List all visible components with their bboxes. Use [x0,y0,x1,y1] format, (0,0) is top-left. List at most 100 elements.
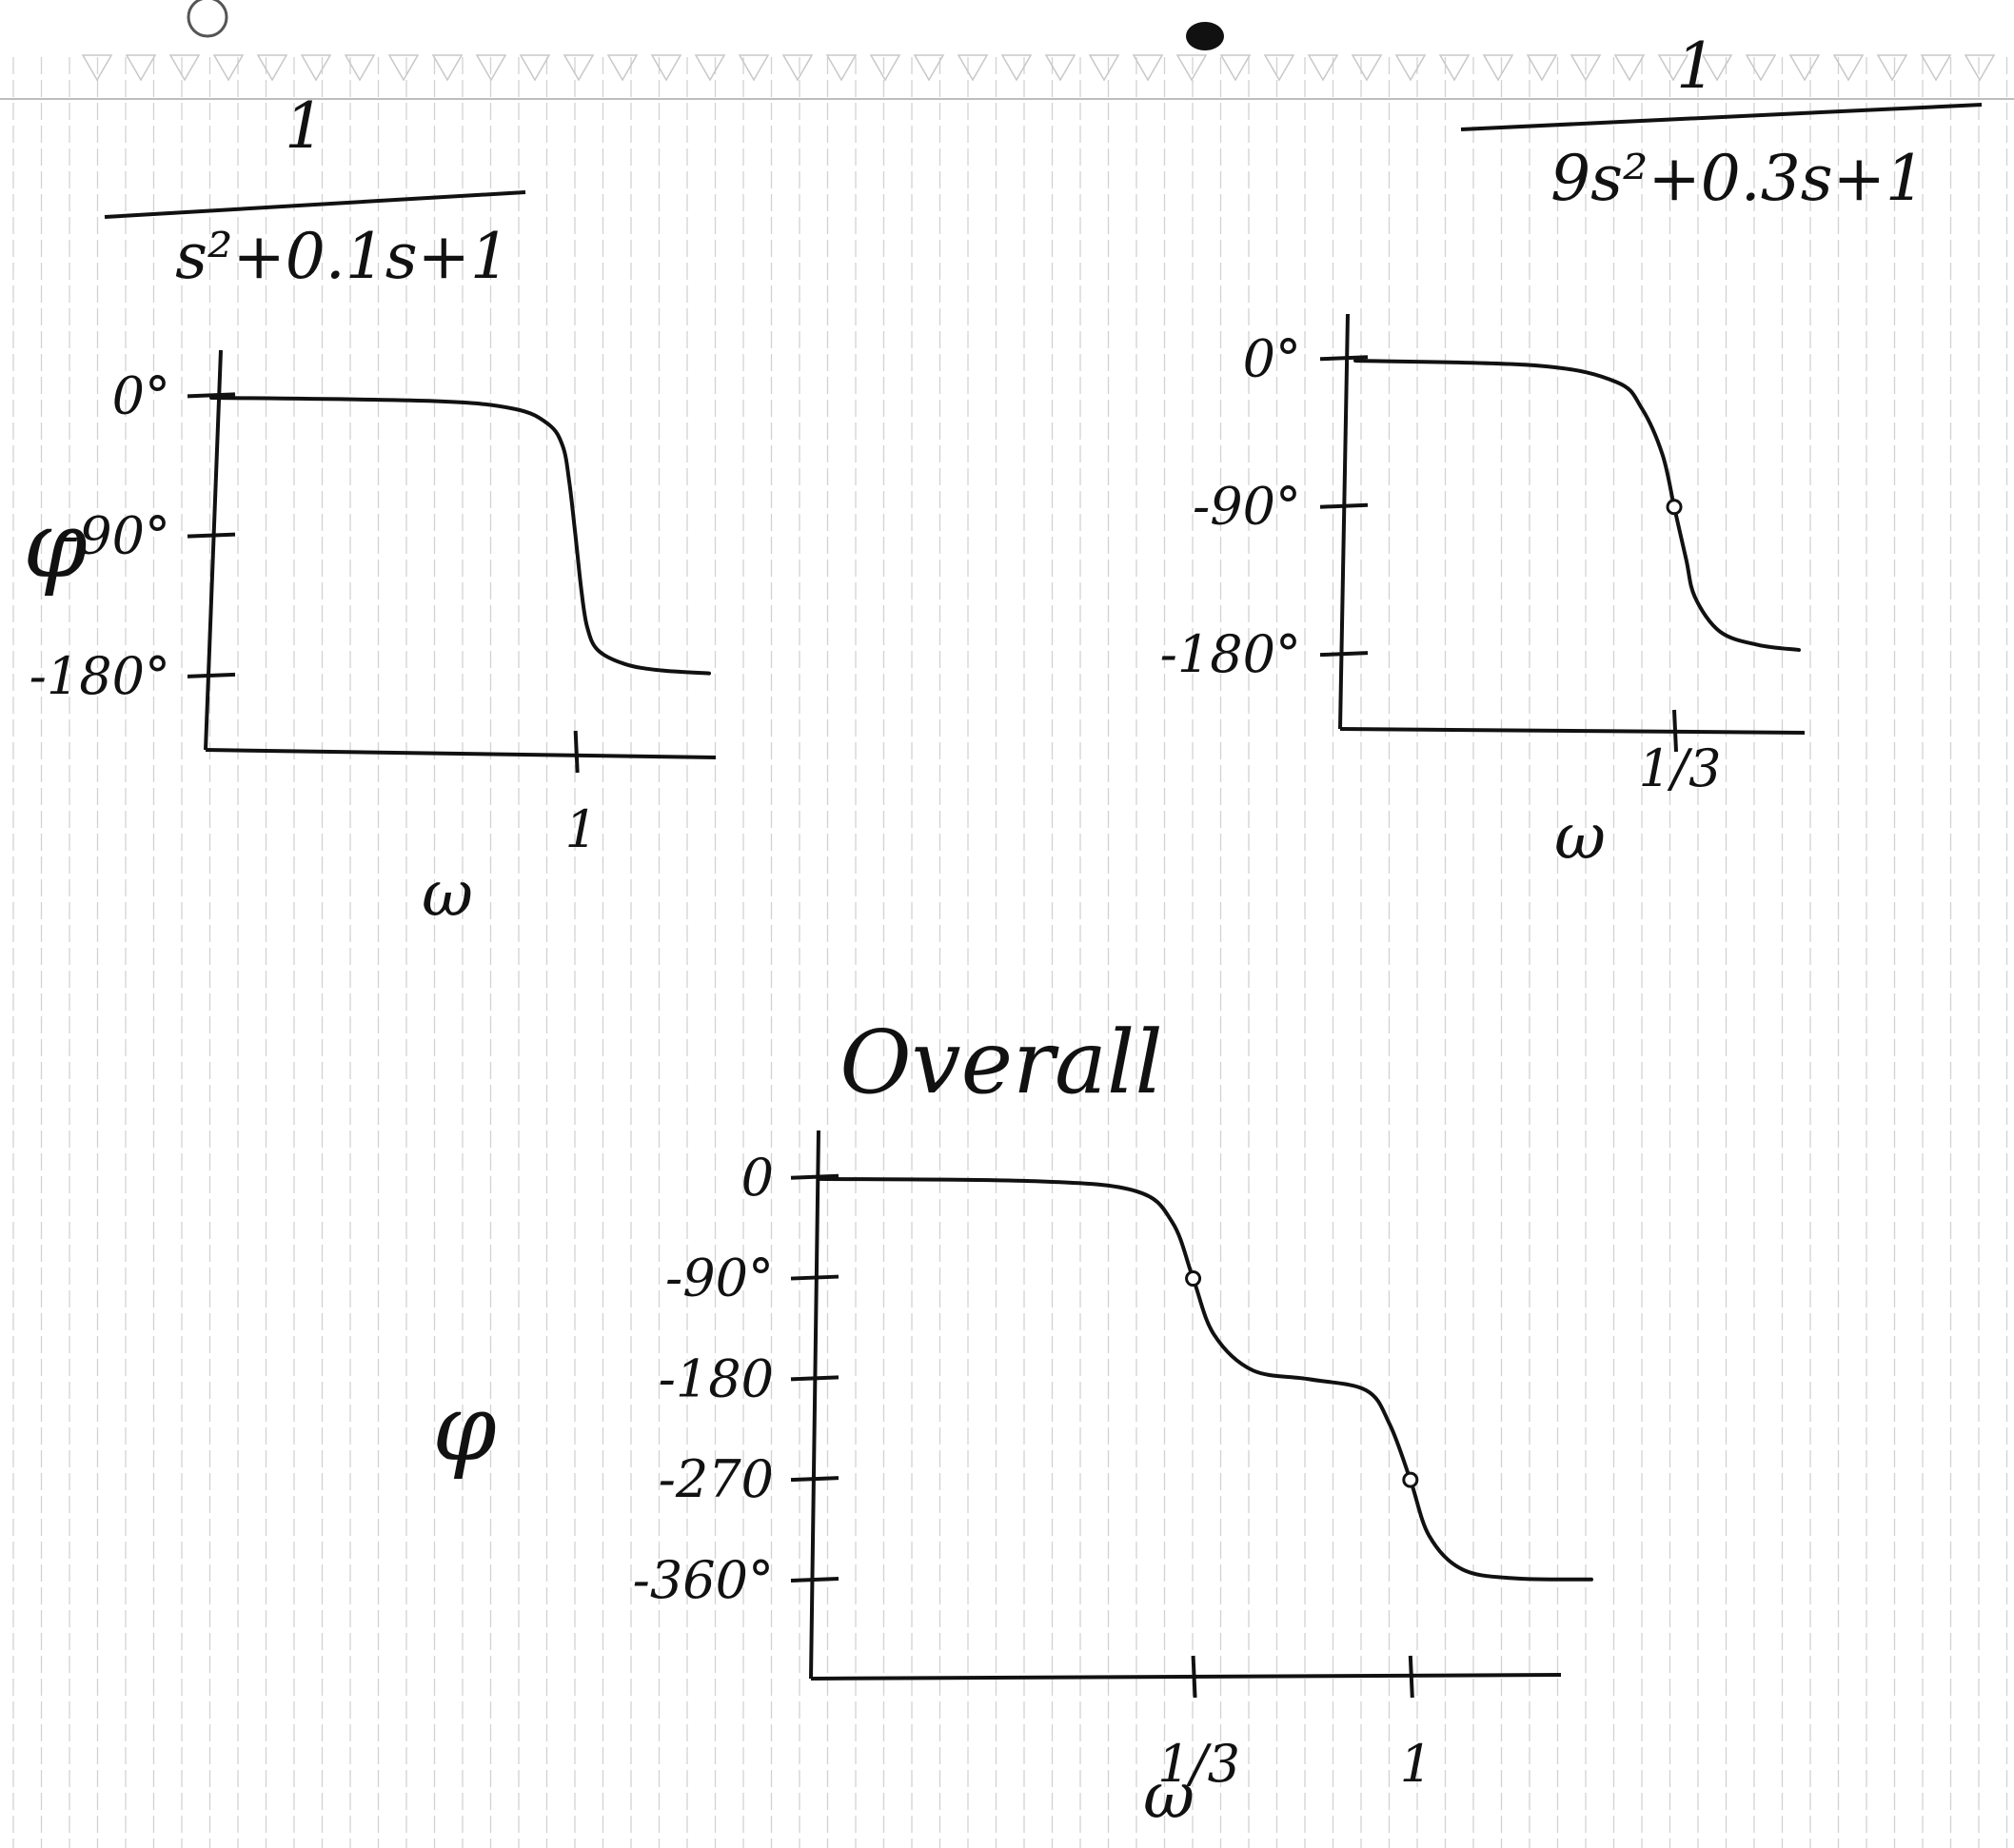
y-tick-mark [790,1576,839,1583]
x-tick-label: 1/3 [1157,1734,1240,1794]
perforation-triangle [212,54,245,82]
chart2-x-ticks: 1/3 [1639,709,1722,798]
y-tick-mark [790,1375,839,1382]
perforation-triangle [913,54,945,82]
x-tick-mark [1672,709,1679,753]
perforation-triangle [475,54,507,82]
y-tick-label: -180° [1160,624,1301,684]
corner-point-marker [1185,1270,1202,1288]
corner-point-marker [1666,499,1683,516]
chart3-y-ticks: 0 -90° -180 -270 -360° [633,1148,839,1610]
y-tick-mark [187,532,236,539]
punch-hole-right [1186,22,1224,50]
perforation-triangle [650,54,682,82]
chart2-x-axis [1339,727,1806,735]
x-tick-label: 1/3 [1639,738,1722,798]
perforation-triangle [1657,54,1689,82]
y-tick-mark [790,1274,839,1281]
tf1-fraction-bar [104,190,526,219]
chart1-y-axis-label: φ [23,492,87,599]
chart2-y-axis [1338,313,1350,730]
perforation-triangle [738,54,770,82]
y-tick-label: -180° [30,646,170,706]
perforation-triangle [168,54,201,82]
perforation-triangle [125,54,157,82]
x-tick-mark [573,730,580,774]
x-tick-label: 1 [564,799,597,859]
chart1-y-axis [204,349,223,751]
perforation-triangle [1351,54,1383,82]
punch-hole-left [187,0,228,38]
chart2-phase-curve [1353,359,1801,652]
tf2-numerator: 1 [1676,29,1716,103]
y-tick-mark [187,392,236,399]
y-tick-mark [187,672,236,678]
y-tick-label: -360° [633,1550,774,1610]
perforation-triangles [81,54,1996,82]
perforation-triangle [1964,54,1996,82]
y-tick-mark [1319,355,1369,362]
perforation-triangle [1788,54,1821,82]
perforation-triangle [431,54,464,82]
perforation-triangle [563,54,595,82]
perforation-triangle [1307,54,1339,82]
perforation-triangle [519,54,551,82]
chart1-x-ticks: 1 [564,730,598,859]
perforation-triangle [1132,54,1164,82]
y-tick-label: -180 [659,1348,774,1408]
perforation-triangle [387,54,420,82]
perforation-triangle [1263,54,1295,82]
chart3-y-axis [809,1130,820,1680]
y-tick-mark [1319,651,1369,658]
perforation-triangle [256,54,288,82]
chart3-x-axis-label: ω [1143,1760,1195,1833]
perforation-triangle [1876,54,1908,82]
phase-plot-1: 1 s²+0.1s+1 0° -90° -180° 1 φ ω [23,89,717,931]
perforation-triangle [1088,54,1120,82]
perforation-triangle [694,54,726,82]
perforation-triangle [781,54,814,82]
perforation-triangle [825,54,858,82]
x-tick-label: 1 [1400,1734,1432,1794]
tf2-fraction-bar [1460,103,1983,131]
chart3-phase-curve [817,1176,1593,1582]
y-tick-label: -270 [659,1449,774,1509]
x-tick-mark [1191,1655,1197,1699]
perforation-triangle [1920,54,1952,82]
tf1-numerator: 1 [285,89,325,163]
perforation-triangle [344,54,376,82]
chart1-y-ticks: 0° -90° -180° [30,365,236,706]
perforation-triangle [957,54,989,82]
y-tick-label: 0° [1243,328,1301,388]
y-tick-mark [790,1476,839,1483]
perforation-triangle [606,54,639,82]
perforation-triangle [869,54,901,82]
chart3-x-axis [810,1673,1562,1681]
y-tick-label: -90° [62,506,170,566]
perforation-triangle [1745,54,1777,82]
perforation-triangle [1482,54,1514,82]
perforation-triangle [1570,54,1602,82]
perforation-triangle [1526,54,1558,82]
corner-point-marker [1402,1471,1419,1488]
x-tick-mark [1408,1655,1414,1699]
y-tick-mark [790,1173,839,1180]
chart3-y-axis-label: φ [432,1375,496,1482]
chart1-x-axis [205,748,717,759]
perforation-triangle [1175,54,1208,82]
chart1-phase-curve [209,396,711,676]
perforation-triangle [1219,54,1252,82]
chart2-y-ticks: 0° -90° -180° [1160,328,1369,684]
perforation-triangle [81,54,113,82]
tf1-denominator: s²+0.1s+1 [175,220,510,293]
y-tick-label: -90° [1193,477,1301,537]
chart1-x-axis-label: ω [422,857,473,931]
notebook-rules [12,57,2008,1848]
perforation-triangle [1613,54,1646,82]
perforation-triangle [1000,54,1033,82]
perforation-triangle [1832,54,1865,82]
y-tick-label: 0° [112,365,170,425]
tf2-denominator: 9s²+0.3s+1 [1550,142,1925,215]
